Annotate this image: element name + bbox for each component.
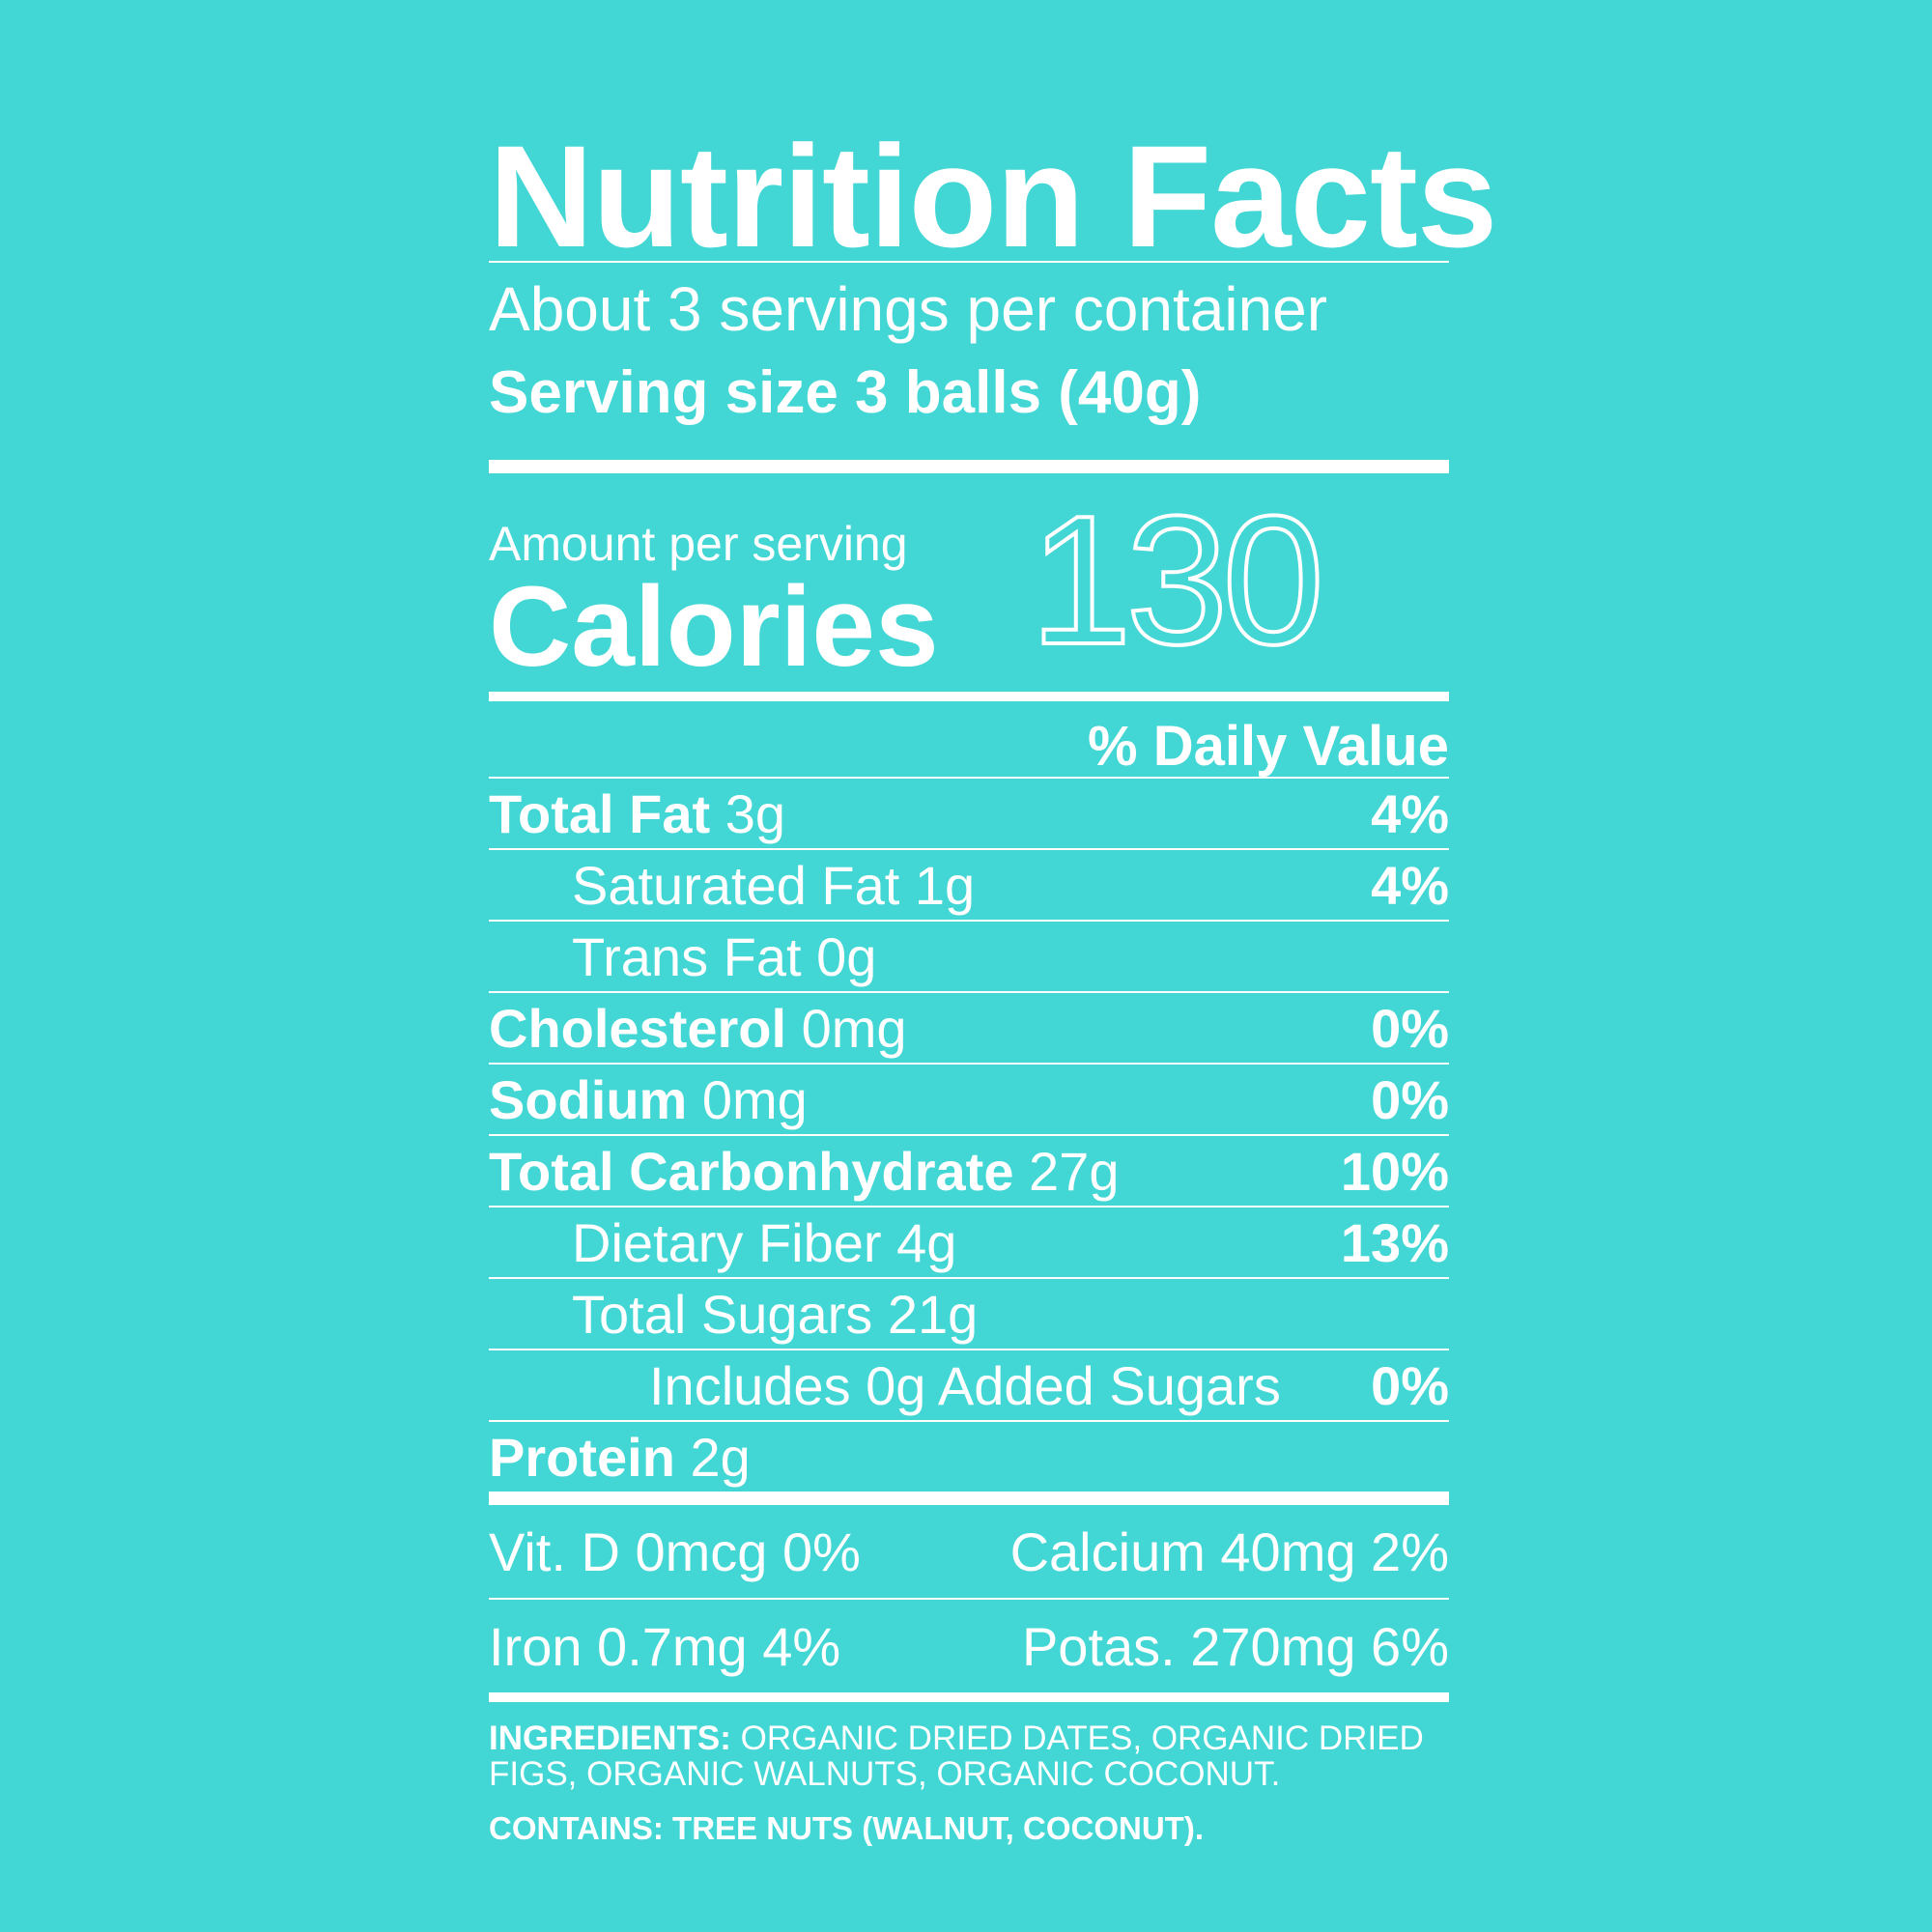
nutrient-name: Includes 0g Added Sugars (649, 1354, 1281, 1416)
nutrient-row-total-sugars: Total Sugars 21g (489, 1279, 1449, 1349)
divider (489, 1206, 1449, 1208)
nutrient-row-dietary-fiber: Dietary Fiber 4g 13% (489, 1208, 1449, 1277)
divider (489, 777, 1449, 779)
vitamin-row: Iron 0.7mg 4% Potas. 270mg 6% (489, 1600, 1449, 1692)
nutrient-name: Cholesterol (489, 997, 787, 1059)
nutrient-dv: 0% (1371, 997, 1449, 1059)
ingredients: INGREDIENTS: ORGANIC DRIED DATES, ORGANI… (489, 1719, 1449, 1793)
nutrient-name: Dietary Fiber (572, 1211, 882, 1273)
nutrient-row-cholesterol: Cholesterol 0mg 0% (489, 993, 1449, 1063)
divider (489, 1134, 1449, 1136)
divider (489, 261, 1449, 263)
nutrient-dv: 10% (1340, 1140, 1449, 1202)
divider (489, 1349, 1449, 1350)
divider (489, 848, 1449, 850)
divider (489, 1598, 1449, 1600)
label-title: Nutrition Facts (489, 115, 1497, 277)
nutrient-name: Sodium (489, 1068, 688, 1130)
nutrient-name: Total Carbonhydrate (489, 1140, 1014, 1202)
calories-value-text: 130 (1030, 498, 1319, 672)
nutrient-row-total-carbohydrate: Total Carbonhydrate 27g 10% (489, 1136, 1449, 1206)
nutrient-amount: 0g (816, 925, 877, 987)
nutrient-row-sodium: Sodium 0mg 0% (489, 1065, 1449, 1134)
nutrient-row-protein: Protein 2g (489, 1422, 1449, 1492)
nutrient-name: Total Fat (489, 782, 711, 844)
divider (489, 991, 1449, 993)
nutrient-row-added-sugars: Includes 0g Added Sugars 0% (489, 1350, 1449, 1420)
vitamin-right: Calcium 40mg 2% (1009, 1520, 1449, 1582)
nutrient-name: Protein (489, 1426, 675, 1488)
nutrient-amount: 21g (887, 1283, 979, 1345)
nutrient-amount: 0mg (801, 997, 907, 1059)
nutrient-amount: 2g (690, 1426, 751, 1488)
thick-divider (489, 460, 1449, 473)
nutrient-amount: 1g (914, 854, 976, 916)
nutrient-amount: 4g (896, 1211, 957, 1273)
nutrient-dv: 4% (1371, 854, 1449, 916)
nutrient-row-total-fat: Total Fat 3g 4% (489, 779, 1449, 848)
medium-divider (489, 692, 1449, 701)
vitamin-right: Potas. 270mg 6% (1021, 1615, 1449, 1677)
divider (489, 920, 1449, 922)
ingredients-label: INGREDIENTS: (489, 1719, 731, 1757)
daily-value-header: % Daily Value (1088, 715, 1449, 778)
nutrient-dv: 0% (1371, 1354, 1449, 1416)
nutrient-amount: 3g (724, 782, 786, 844)
vitamin-row: Vit. D 0mcg 0% Calcium 40mg 2% (489, 1505, 1449, 1598)
nutrient-dv: 4% (1371, 782, 1449, 844)
nutrient-row-saturated-fat: Saturated Fat 1g 4% (489, 850, 1449, 920)
calories-block: Amount per serving Calories 130 (489, 473, 1449, 692)
vitamin-left: Vit. D 0mcg 0% (489, 1520, 861, 1582)
calories-value: 130 (1030, 498, 1326, 672)
divider (489, 1420, 1449, 1422)
nutrient-dv: 13% (1340, 1211, 1449, 1273)
thick-divider (489, 1492, 1449, 1505)
nutrient-dv: 0% (1371, 1068, 1449, 1130)
calories-label: Calories (489, 563, 939, 691)
amount-per-serving: Amount per serving (489, 517, 908, 571)
ingredients-text: ORGANIC DRIED DATES, ORGANIC DRIED FIGS,… (489, 1719, 1424, 1793)
nutrient-name: Trans Fat (572, 925, 802, 987)
nutrient-name: Total Sugars (572, 1283, 873, 1345)
vitamin-left: Iron 0.7mg 4% (489, 1615, 841, 1677)
medium-divider (489, 1692, 1449, 1702)
nutrient-amount: 27g (1029, 1140, 1120, 1202)
serving-size: Serving size 3 balls (40g) (489, 359, 1202, 426)
nutrient-row-trans-fat: Trans Fat 0g (489, 922, 1449, 991)
nutrition-facts-label: Nutrition Facts About 3 servings per con… (489, 106, 1497, 1847)
nutrient-amount: 0mg (701, 1068, 808, 1130)
allergen-statement: CONTAINS: TREE NUTS (WALNUT, COCONUT). (489, 1809, 1205, 1846)
nutrient-name: Saturated Fat (572, 854, 900, 916)
divider (489, 1063, 1449, 1065)
divider (489, 1277, 1449, 1279)
servings-per-container: About 3 servings per container (489, 274, 1328, 344)
